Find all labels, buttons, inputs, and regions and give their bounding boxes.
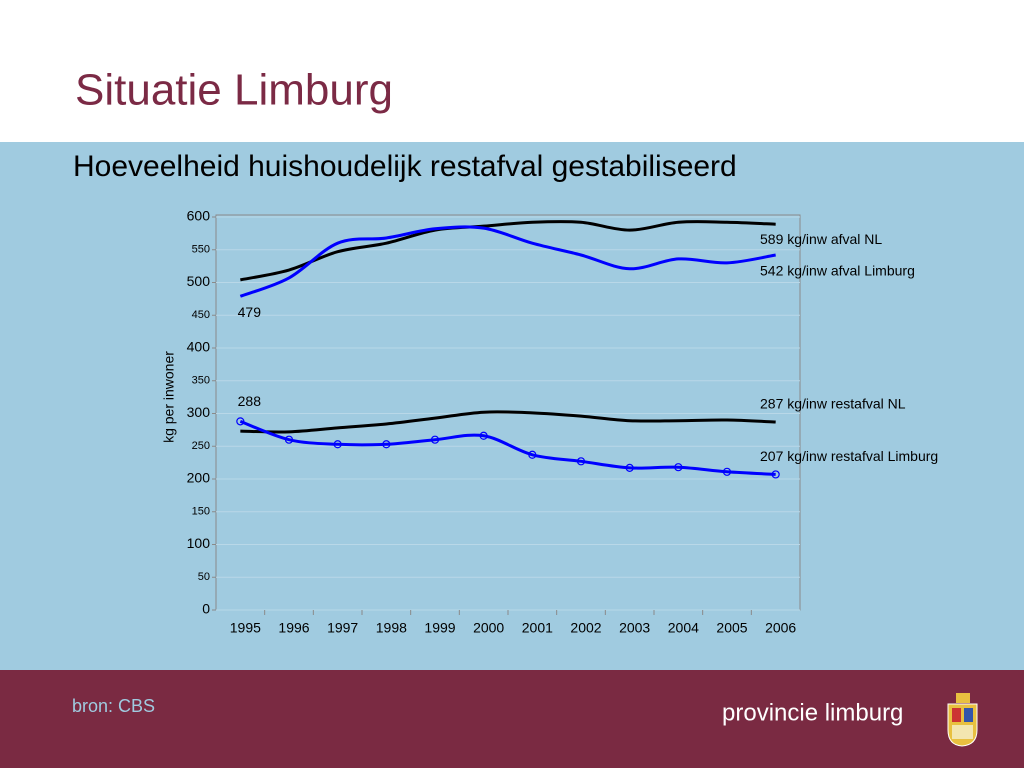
point-marker — [382, 440, 391, 449]
point-marker — [625, 463, 634, 472]
brand: provincie limburg — [722, 699, 903, 726]
x-tick-label: 2000 — [473, 620, 504, 636]
point-marker — [430, 435, 440, 444]
logo — [947, 693, 978, 747]
y-tick-label: 100 — [187, 535, 211, 551]
point-marker — [771, 470, 780, 479]
point-marker — [576, 457, 586, 466]
point-marker — [236, 417, 245, 426]
x-tick-label: 2001 — [522, 620, 553, 636]
y-tick-label: 0 — [202, 601, 210, 617]
point-marker — [479, 431, 488, 440]
y-tick-label: 50 — [198, 571, 210, 583]
y-tick-label: 350 — [192, 375, 210, 387]
series-line — [239, 225, 776, 298]
y-tick-label: 600 — [187, 208, 211, 224]
series-label: 287 kg/inw restafval NL — [760, 396, 906, 412]
series-line — [240, 219, 776, 282]
footer-bg — [0, 670, 1024, 768]
y-axis-label: kg per inwoner — [161, 351, 177, 443]
series-label: 542 kg/inw afval Limburg — [760, 263, 915, 279]
point-marker — [284, 435, 294, 444]
y-tick-label: 150 — [192, 506, 210, 518]
source: bron: CBS — [72, 696, 155, 716]
point-marker — [674, 463, 683, 472]
data-label: 288 — [238, 393, 262, 409]
x-tick-label: 2006 — [765, 620, 796, 636]
x-tick-label: 1998 — [376, 620, 407, 636]
x-tick-label: 1997 — [327, 620, 358, 636]
x-tick-label: 2005 — [716, 620, 747, 636]
slide-subtitle: Hoeveelheid huishoudelijk restafval gest… — [73, 150, 737, 183]
y-tick-label: 550 — [192, 244, 210, 256]
series-label: 589 kg/inw afval NL — [760, 231, 882, 247]
series-label: 207 kg/inw restafval Limburg — [760, 448, 938, 464]
point-marker — [528, 450, 537, 459]
x-tick-label: 1995 — [230, 620, 261, 636]
x-tick-label: 1999 — [424, 620, 455, 636]
y-tick-label: 500 — [187, 273, 211, 289]
header-bg — [0, 0, 1024, 142]
y-tick-label: 450 — [192, 309, 210, 321]
data-label: 479 — [238, 304, 262, 320]
y-tick-label: 200 — [187, 470, 211, 486]
point-marker — [333, 440, 342, 449]
slide-title: Situatie Limburg — [75, 66, 393, 115]
y-tick-label: 300 — [187, 404, 211, 420]
point-marker — [722, 467, 732, 476]
series-line — [240, 410, 776, 434]
x-tick-label: 1996 — [278, 620, 309, 636]
y-tick-label: 400 — [187, 339, 211, 355]
content-bg — [0, 142, 1024, 670]
x-tick-label: 2002 — [570, 620, 601, 636]
y-tick-label: 250 — [192, 440, 210, 452]
x-tick-label: 2004 — [668, 620, 699, 636]
x-tick-label: 2003 — [619, 620, 650, 636]
